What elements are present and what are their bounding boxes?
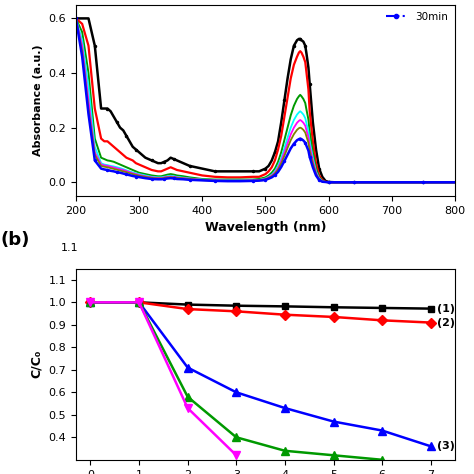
Text: (1): (1) — [437, 304, 455, 314]
Legend: 30min: 30min — [383, 10, 450, 24]
Y-axis label: Absorbance (a.u.): Absorbance (a.u.) — [33, 45, 43, 156]
Text: (3): (3) — [437, 441, 455, 451]
Text: 1.1: 1.1 — [61, 243, 78, 253]
Text: (b): (b) — [0, 231, 29, 249]
Y-axis label: C/C₀: C/C₀ — [30, 350, 43, 378]
Text: (2): (2) — [437, 318, 455, 328]
X-axis label: Wavelength (nm): Wavelength (nm) — [205, 221, 326, 234]
